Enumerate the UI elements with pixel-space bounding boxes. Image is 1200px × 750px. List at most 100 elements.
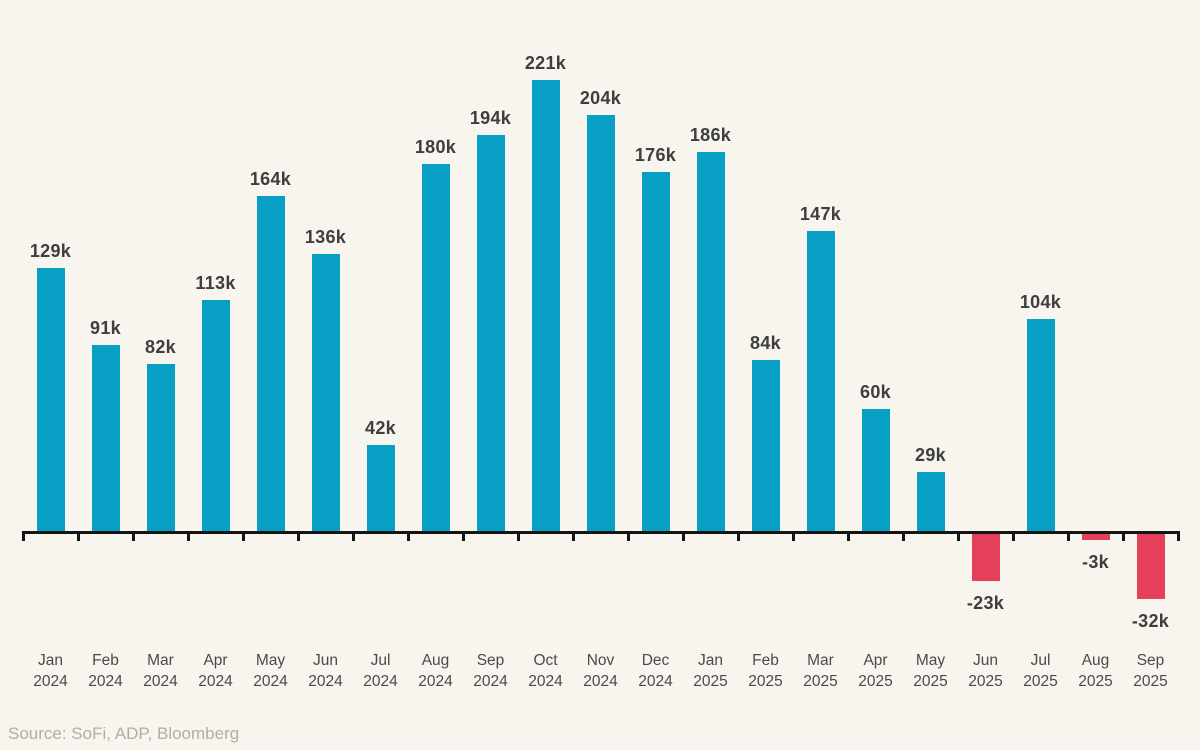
x-tick-year: 2025 — [858, 673, 893, 690]
x-tick-month: Dec — [641, 652, 670, 669]
value-label: 84k — [750, 333, 781, 353]
x-axis-tick — [902, 531, 905, 541]
x-tick-label: Apr 2025 — [848, 650, 903, 692]
bar — [476, 135, 505, 531]
value-label: 164k — [249, 169, 292, 189]
x-tick-month: Jan — [698, 652, 723, 669]
x-tick-month: Nov — [586, 652, 615, 669]
bar — [586, 115, 615, 531]
x-axis-tick — [682, 531, 685, 541]
x-tick-year: 2025 — [1023, 673, 1058, 690]
x-tick-year: 2024 — [308, 673, 343, 690]
bar — [366, 445, 395, 531]
x-tick-year: 2024 — [363, 673, 398, 690]
bar — [1136, 534, 1165, 599]
x-tick-label: Jan 2024 — [23, 650, 78, 692]
x-tick-month: May — [255, 652, 286, 669]
x-tick-label: Jun 2024 — [298, 650, 353, 692]
x-tick-month: Apr — [863, 652, 888, 669]
x-axis-tick — [517, 531, 520, 541]
x-tick-year: 2024 — [528, 673, 563, 690]
x-tick-label: Mar 2025 — [793, 650, 848, 692]
bar — [311, 254, 340, 531]
x-tick-year: 2025 — [1133, 673, 1168, 690]
x-tick-label: Sep 2024 — [463, 650, 518, 692]
x-tick-label: Jul 2025 — [1013, 650, 1068, 692]
bar — [641, 172, 670, 531]
x-tick-month: Jun — [313, 652, 338, 669]
x-axis-tick — [242, 531, 245, 541]
value-label: 60k — [860, 382, 891, 402]
x-axis-tick — [847, 531, 850, 541]
x-tick-month: Feb — [752, 652, 779, 669]
x-tick-month: Jul — [1030, 652, 1051, 669]
x-tick-year: 2024 — [583, 673, 618, 690]
x-axis-tick — [1177, 531, 1180, 541]
x-tick-year: 2025 — [693, 673, 728, 690]
value-label: -23k — [966, 593, 1005, 613]
x-axis-tick — [187, 531, 190, 541]
x-tick-year: 2024 — [88, 673, 123, 690]
value-label: 129k — [29, 241, 72, 261]
value-label: 194k — [469, 108, 512, 128]
x-tick-month: Jun — [973, 652, 998, 669]
x-tick-label: Nov 2024 — [573, 650, 628, 692]
x-axis-tick — [462, 531, 465, 541]
bar — [916, 472, 945, 531]
x-tick-label: Oct 2024 — [518, 650, 573, 692]
x-axis-tick — [352, 531, 355, 541]
x-tick-label: Jan 2025 — [683, 650, 738, 692]
bar — [1081, 534, 1110, 540]
x-axis-tick — [1122, 531, 1125, 541]
bar — [696, 152, 725, 531]
x-tick-label: Apr 2024 — [188, 650, 243, 692]
x-axis-tick — [1012, 531, 1015, 541]
x-axis-tick — [737, 531, 740, 541]
x-axis-tick — [627, 531, 630, 541]
x-tick-month: Apr — [203, 652, 228, 669]
x-tick-year: 2024 — [253, 673, 288, 690]
x-axis-tick — [792, 531, 795, 541]
value-label: 221k — [524, 53, 567, 73]
x-axis-tick — [132, 531, 135, 541]
bar — [421, 164, 450, 531]
bar — [861, 409, 890, 531]
x-tick-month: Mar — [807, 652, 834, 669]
x-tick-month: Sep — [1136, 652, 1165, 669]
x-tick-year: 2024 — [638, 673, 673, 690]
x-tick-label: Aug 2025 — [1068, 650, 1123, 692]
x-tick-month: Oct — [533, 652, 558, 669]
value-label: 104k — [1019, 292, 1062, 312]
x-tick-label: Jul 2024 — [353, 650, 408, 692]
x-tick-label: Sep 2025 — [1123, 650, 1178, 692]
x-tick-month: Aug — [1081, 652, 1110, 669]
source-caption: Source: SoFi, ADP, Bloomberg — [8, 724, 240, 743]
x-tick-year: 2025 — [803, 673, 838, 690]
x-tick-label: Jun 2025 — [958, 650, 1013, 692]
x-tick-year: 2024 — [418, 673, 453, 690]
value-label: -32k — [1131, 611, 1170, 631]
x-tick-year: 2025 — [968, 673, 1003, 690]
bar — [36, 268, 65, 531]
bar — [146, 364, 175, 531]
value-label: -3k — [1082, 552, 1109, 572]
x-tick-year: 2024 — [198, 673, 233, 690]
bar — [1026, 319, 1055, 531]
value-label: 180k — [414, 137, 457, 157]
x-tick-year: 2024 — [143, 673, 178, 690]
x-tick-month: Mar — [147, 652, 174, 669]
x-tick-year: 2025 — [913, 673, 948, 690]
bar — [751, 360, 780, 531]
x-tick-month: Aug — [421, 652, 450, 669]
value-label: 91k — [90, 318, 121, 338]
x-axis-tick — [22, 531, 25, 541]
value-label: 82k — [145, 337, 176, 357]
x-axis-tick — [407, 531, 410, 541]
x-axis-tick — [77, 531, 80, 541]
x-tick-month: Feb — [92, 652, 119, 669]
bar — [201, 300, 230, 531]
value-label: 29k — [915, 445, 946, 465]
x-axis-tick — [297, 531, 300, 541]
value-label: 186k — [689, 125, 732, 145]
